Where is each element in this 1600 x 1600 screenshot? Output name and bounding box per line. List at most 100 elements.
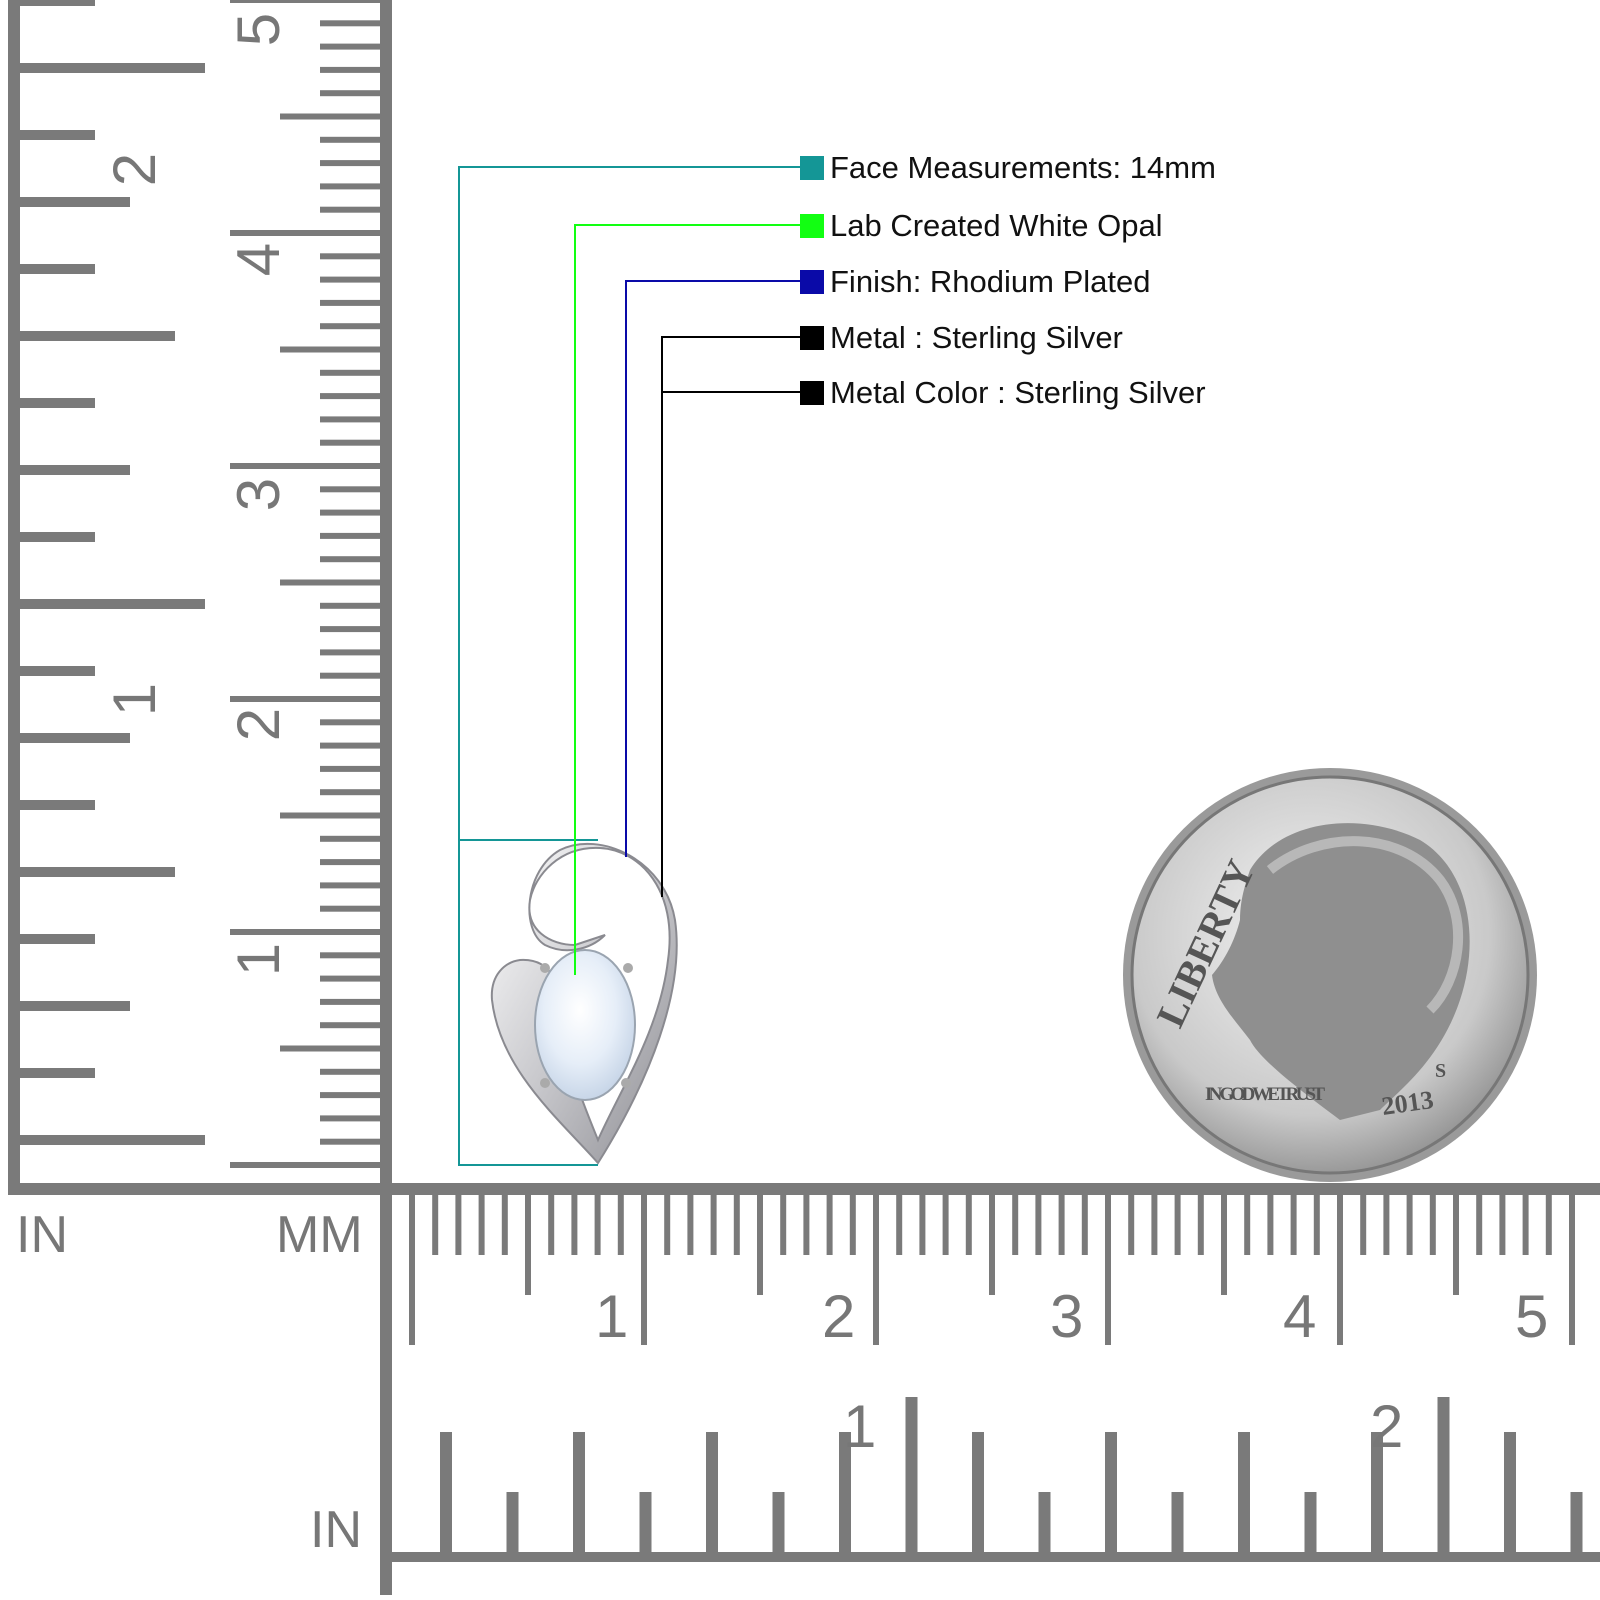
mm-tick [1197, 1195, 1204, 1255]
mm-tick [320, 1115, 380, 1122]
left-mm-unit-label: MM [276, 1206, 363, 1264]
inch-tick [20, 1001, 130, 1011]
mm-tick [1522, 1195, 1529, 1255]
legend-item-stone: Lab Created White Opal [800, 208, 1163, 243]
green-swatch-icon [800, 214, 824, 238]
mm-tick [320, 719, 380, 726]
teal-swatch-icon [800, 156, 824, 180]
left-inch-unit-label: IN [16, 1206, 68, 1264]
mm-tick [1545, 1195, 1552, 1255]
mm-tick [896, 1195, 903, 1255]
mm-tick [989, 1195, 995, 1295]
left-mm-label: 4 [225, 242, 293, 277]
mm-tick [320, 789, 380, 796]
mm-tick [320, 556, 380, 563]
legend-label: Lab Created White Opal [830, 208, 1163, 243]
bottom-inch-label: 1 [843, 1393, 877, 1460]
bottom-mm-label: 4 [1283, 1283, 1317, 1350]
mm-tick [780, 1195, 787, 1255]
mm-tick [320, 765, 380, 772]
mm-tick [320, 952, 380, 959]
mm-tick [942, 1195, 949, 1255]
mm-tick [230, 1162, 380, 1168]
inch-tick [20, 800, 95, 810]
inch-tick [839, 1432, 851, 1552]
mm-tick [1313, 1195, 1320, 1255]
mm-tick [320, 439, 380, 446]
inch-tick [905, 1397, 918, 1552]
mm-tick [320, 369, 380, 376]
mm-tick [1499, 1195, 1506, 1255]
mm-tick [501, 1195, 508, 1255]
mm-tick [525, 1195, 531, 1295]
inch-tick [20, 264, 95, 274]
ruler-edge [8, 1183, 1600, 1195]
left-mm-label: 3 [225, 477, 293, 512]
mm-tick [826, 1195, 833, 1255]
inch-tick [1038, 1492, 1051, 1552]
black-swatch-icon [800, 381, 824, 405]
bottom-mm-label: 2 [822, 1283, 856, 1350]
coin-mint-mark: S [1435, 1060, 1446, 1082]
bottom-inch-label: 2 [1370, 1393, 1404, 1460]
left-inch-label: 1 [101, 682, 169, 717]
mm-tick [320, 253, 380, 260]
bottom-mm-label: 1 [595, 1283, 629, 1350]
mm-tick [320, 1068, 380, 1075]
mm-tick [571, 1195, 578, 1255]
inch-tick [20, 599, 205, 609]
pendant-image [490, 842, 678, 1165]
inch-tick [506, 1492, 519, 1552]
mm-tick [230, 929, 380, 935]
inch-tick [20, 1135, 205, 1145]
mm-tick [965, 1195, 972, 1255]
mm-tick [320, 1022, 380, 1029]
mm-tick [320, 90, 380, 97]
inch-tick [20, 666, 95, 676]
mm-tick [1290, 1195, 1297, 1255]
mm-tick [1174, 1195, 1181, 1255]
mm-tick [230, 696, 380, 702]
mm-tick [548, 1195, 555, 1255]
mm-tick [1244, 1195, 1251, 1255]
inch-tick [1504, 1432, 1516, 1552]
mm-tick [455, 1195, 462, 1255]
mm-tick [320, 136, 380, 143]
inch-tick [20, 867, 175, 877]
inch-tick [1371, 1432, 1383, 1552]
mm-tick [641, 1195, 647, 1345]
legend-label: Face Measurements: 14mm [830, 150, 1216, 185]
mm-tick [320, 299, 380, 306]
mm-tick [320, 602, 380, 609]
legend-label: Metal : Sterling Silver [830, 320, 1123, 355]
mm-tick [320, 882, 380, 889]
mm-tick [230, 230, 380, 236]
ruler-edge [8, 0, 20, 1195]
mm-tick [320, 742, 380, 749]
mm-tick [320, 532, 380, 539]
mm-tick [320, 66, 380, 73]
ruler [8, 0, 1600, 1595]
mm-tick [409, 1195, 415, 1345]
mm-tick [1476, 1195, 1483, 1255]
coin-motto: IN GOD WE TRUST [1205, 1084, 1325, 1105]
mm-tick [1081, 1195, 1088, 1255]
inch-tick [20, 0, 95, 6]
legend-label: Finish: Rhodium Plated [830, 264, 1151, 299]
legend-item-metal: Metal : Sterling Silver [800, 320, 1123, 355]
mm-tick [1360, 1195, 1367, 1255]
inch-tick [20, 331, 175, 341]
inch-tick [639, 1492, 652, 1552]
mm-tick [320, 1092, 380, 1099]
mm-tick [280, 1045, 380, 1052]
inch-tick [20, 733, 130, 743]
legend-label: Metal Color : Sterling Silver [830, 375, 1206, 410]
bottom-inch-unit-label: IN [310, 1501, 362, 1559]
mm-tick [594, 1195, 601, 1255]
mm-tick [1058, 1195, 1065, 1255]
left-mm-label: 5 [225, 12, 293, 47]
mm-tick [1151, 1195, 1158, 1255]
mm-tick [320, 859, 380, 866]
blue-swatch-icon [800, 270, 824, 294]
